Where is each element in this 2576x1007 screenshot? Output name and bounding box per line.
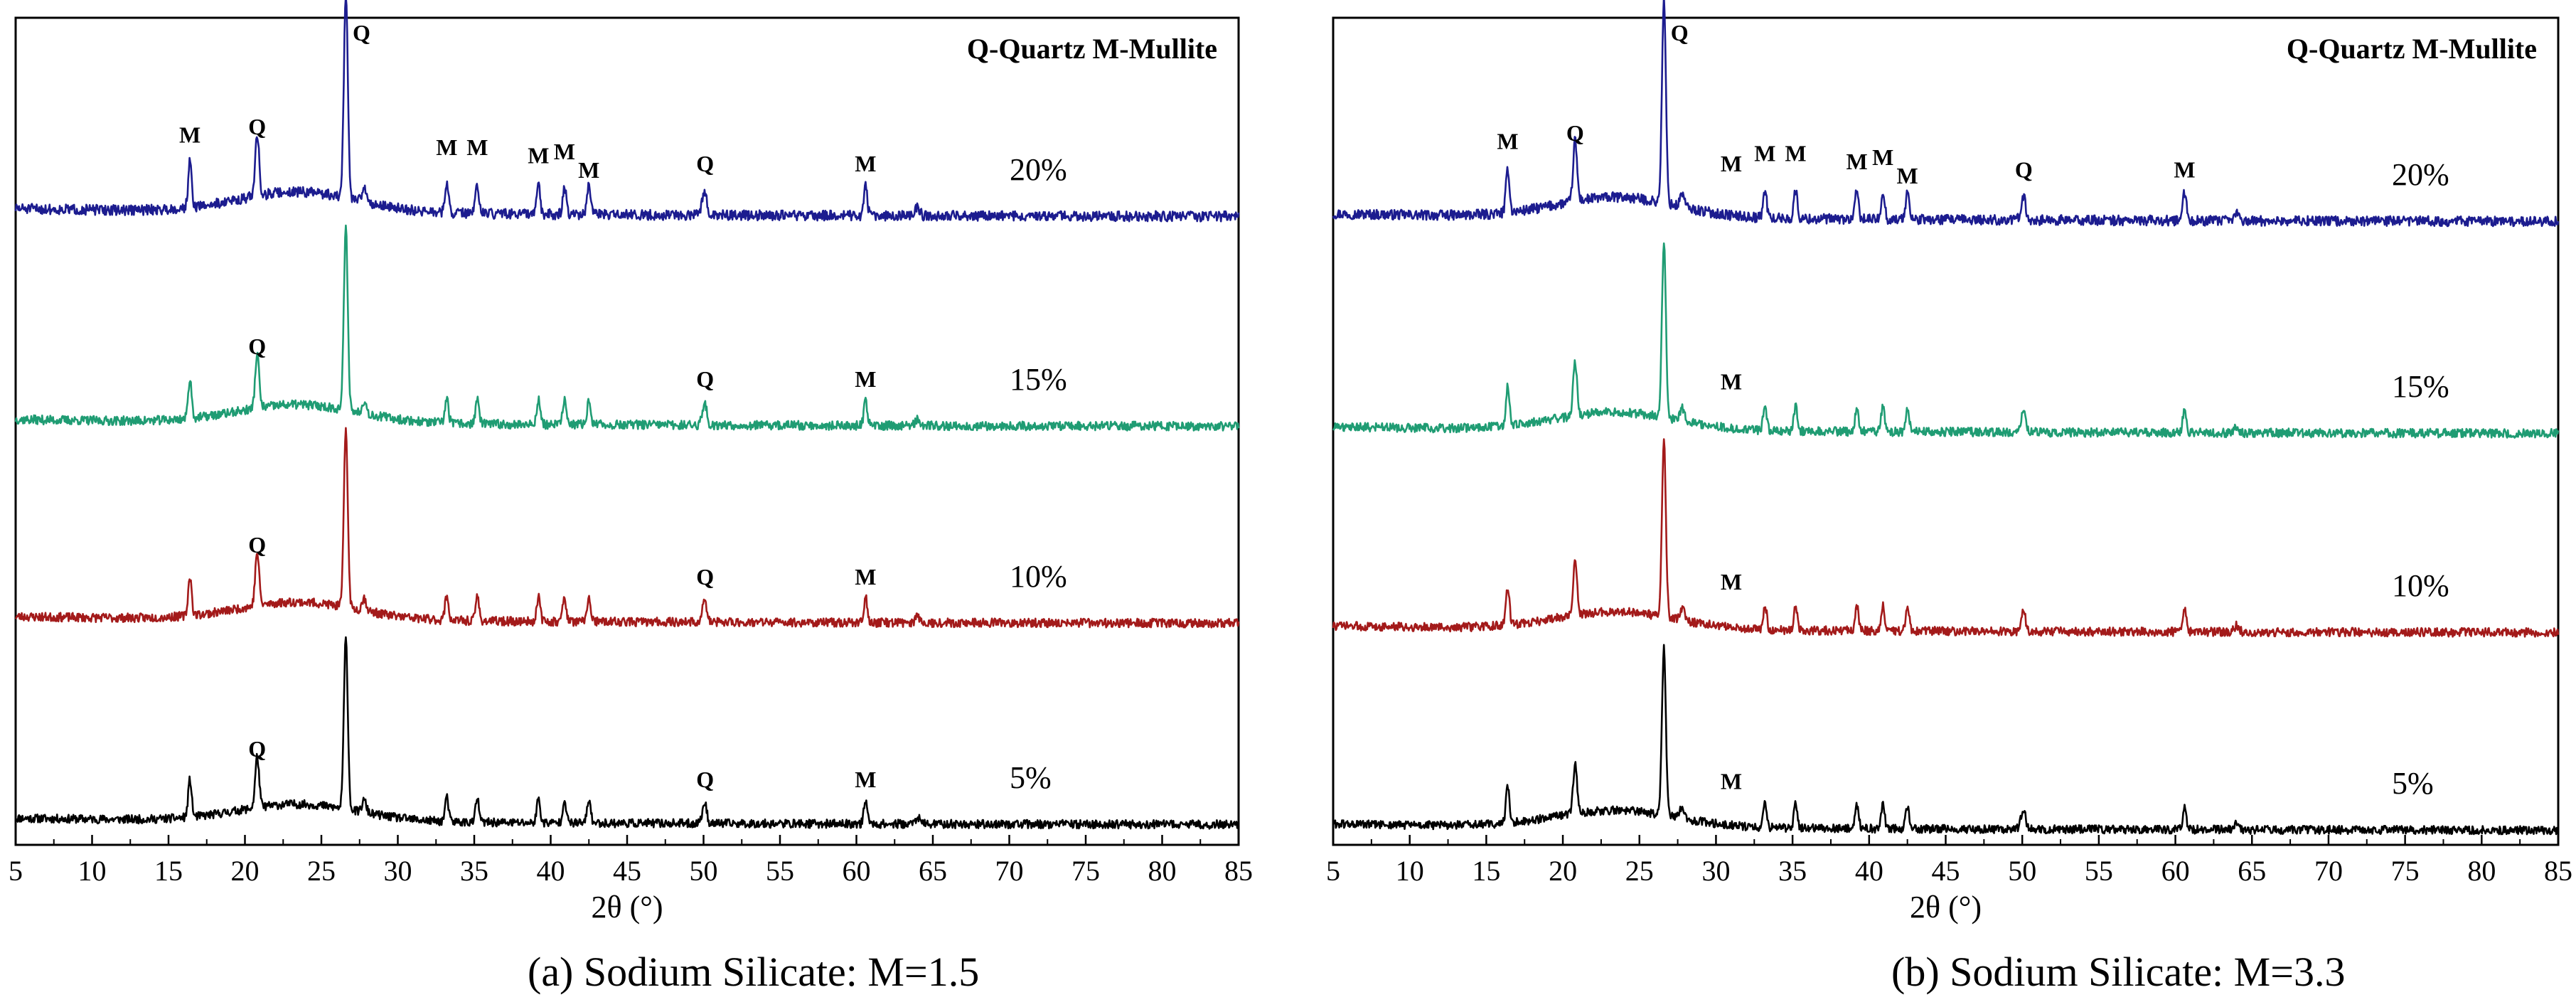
peak-annotation: M — [179, 122, 201, 148]
x-tick-label: 35 — [1778, 855, 1807, 887]
x-tick-label: 80 — [1148, 855, 1177, 887]
peak-annotation: M — [554, 139, 575, 164]
x-tick-label: 85 — [2544, 855, 2572, 887]
peak-annotation: M — [1785, 141, 1806, 166]
peak-annotation: M — [1721, 569, 1742, 595]
peak-annotation: Q — [353, 20, 370, 46]
peak-annotation: Q — [696, 366, 714, 392]
x-tick-label: 40 — [537, 855, 565, 887]
peak-annotation: M — [1721, 151, 1742, 176]
x-tick-label: 5 — [1326, 855, 1340, 887]
peak-annotation: M — [2174, 156, 2195, 182]
x-tick-label: 30 — [1701, 855, 1730, 887]
x-tick-label: 10 — [78, 855, 107, 887]
x-tick-label: 50 — [2008, 855, 2036, 887]
series-line-5pct — [15, 636, 1240, 830]
panel-b: 5 10 15 20 25 30 35 40 45 50 55 60 65 70 75 80 85 2θ (°) (… — [1326, 0, 2572, 995]
x-tick-label: 25 — [1625, 855, 1654, 887]
peak-annotation: M — [578, 157, 599, 183]
series-line-10pct — [1332, 438, 2560, 638]
peak-annotation: M — [1721, 369, 1742, 395]
peak-annotation: Q — [248, 334, 266, 359]
peak-annotation: Q — [696, 151, 714, 176]
x-tick-label: 20 — [1549, 855, 1577, 887]
series-label: 20% — [1010, 152, 1067, 187]
x-tick-label: 75 — [1071, 855, 1100, 887]
peak-annotation: M — [528, 143, 549, 169]
panel-caption: (a) Sodium Silicate: M=1.5 — [528, 949, 979, 995]
x-tick-label: 10 — [1396, 855, 1424, 887]
x-tick-label: 45 — [613, 855, 641, 887]
series-label: 5% — [2392, 766, 2434, 801]
peak-annotation: M — [466, 134, 488, 160]
x-tick-label: 25 — [307, 855, 336, 887]
peak-annotation: M — [1897, 163, 1918, 188]
series-label: 5% — [1010, 760, 1052, 795]
panel-caption: (b) Sodium Silicate: M=3.3 — [1891, 949, 2345, 995]
series-line-15pct — [14, 224, 1240, 432]
legend-text: Q-Quartz M-Mullite — [967, 33, 1217, 65]
x-tick-label: 20 — [231, 855, 260, 887]
x-axis-label: 2θ (°) — [1910, 890, 1982, 925]
peak-annotation: Q — [2015, 156, 2033, 182]
x-tick-label: 75 — [2391, 855, 2420, 887]
series-label: 15% — [2392, 369, 2449, 404]
x-tick-label: 55 — [766, 855, 794, 887]
x-tick-label: 65 — [2238, 855, 2266, 887]
series-label: 10% — [2392, 568, 2449, 603]
x-tick-label: 30 — [384, 855, 412, 887]
series-label: 10% — [1010, 559, 1067, 594]
series-line-10pct — [14, 427, 1240, 629]
series-line-20pct — [14, 0, 1240, 223]
peak-annotation: M — [1872, 144, 1893, 170]
panel-a: 5 10 15 20 25 30 35 40 45 50 55 60 65 70 75 80 85 2θ (°) (… — [9, 0, 1253, 995]
peak-annotation: Q — [1671, 20, 1689, 46]
x-tick-label: 80 — [2467, 855, 2496, 887]
x-tick-label: 60 — [843, 855, 871, 887]
peak-annotation: M — [1754, 141, 1775, 166]
x-tick-label: 35 — [460, 855, 488, 887]
x-tick-label: 40 — [1855, 855, 1883, 887]
x-tick-label: 70 — [995, 855, 1024, 887]
x-tick-label: 5 — [9, 855, 23, 887]
x-tick-label: 15 — [154, 855, 183, 887]
series-line-20pct — [1332, 0, 2560, 228]
peak-annotation: M — [855, 767, 876, 792]
peak-annotation: M — [1721, 768, 1742, 794]
series-line-15pct — [1332, 242, 2560, 439]
x-tick-label: 65 — [919, 855, 947, 887]
x-tick-label: 60 — [2161, 855, 2190, 887]
peak-annotation: M — [855, 564, 876, 590]
x-tick-label: 70 — [2314, 855, 2343, 887]
peak-annotation: M — [855, 151, 876, 176]
series-line-5pct — [1332, 644, 2560, 836]
series-label: 20% — [2392, 157, 2449, 192]
peak-annotation: M — [1846, 149, 1867, 174]
peak-annotation: M — [436, 134, 457, 160]
x-tick-label: 50 — [690, 855, 718, 887]
peak-annotation: Q — [248, 532, 266, 558]
series-label: 15% — [1010, 362, 1067, 397]
x-tick-label: 55 — [2085, 855, 2113, 887]
peak-annotation: Q — [1566, 120, 1584, 146]
peak-annotation: Q — [248, 114, 266, 139]
x-tick-label: 85 — [1224, 855, 1253, 887]
legend-text: Q-Quartz M-Mullite — [2287, 33, 2537, 65]
peak-annotation: Q — [248, 736, 266, 762]
x-tick-label: 45 — [1932, 855, 1960, 887]
x-tick-label: 15 — [1472, 855, 1500, 887]
peak-annotation: Q — [696, 564, 714, 590]
peak-annotation: M — [1497, 128, 1518, 154]
x-axis-label: 2θ (°) — [592, 890, 663, 925]
peak-annotation: Q — [696, 767, 714, 792]
peak-annotation: M — [855, 366, 876, 392]
